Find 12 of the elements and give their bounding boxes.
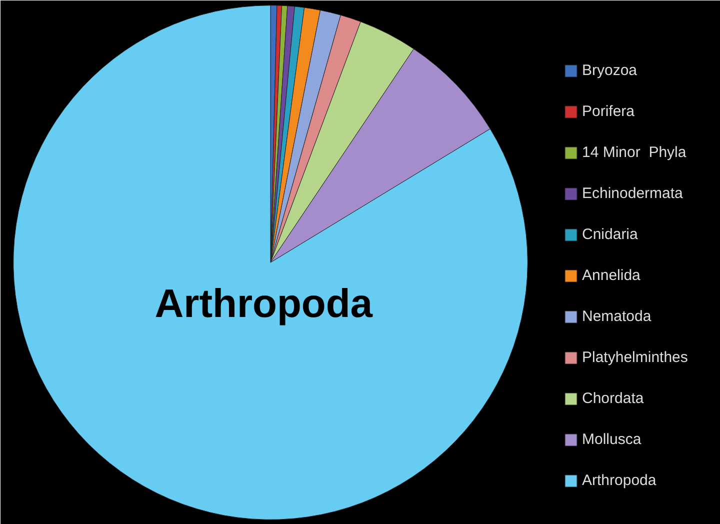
legend-label: Mollusca [582,431,642,448]
legend-label: Cnidaria [582,226,638,243]
legend-label: Bryozoa [582,62,638,79]
legend-label: Arthropoda [582,472,656,489]
legend-label: Chordata [582,390,644,407]
text: Arthropoda [154,282,374,326]
legend-label: Porifera [582,103,635,120]
legend-label: Annelida [582,267,640,284]
legend-label: Platyhelminthes [582,349,688,366]
legend-label: Echinodermata [582,185,683,202]
legend-label: 14 Minor Phyla [582,144,686,161]
legend-label: Nematoda [582,308,652,325]
